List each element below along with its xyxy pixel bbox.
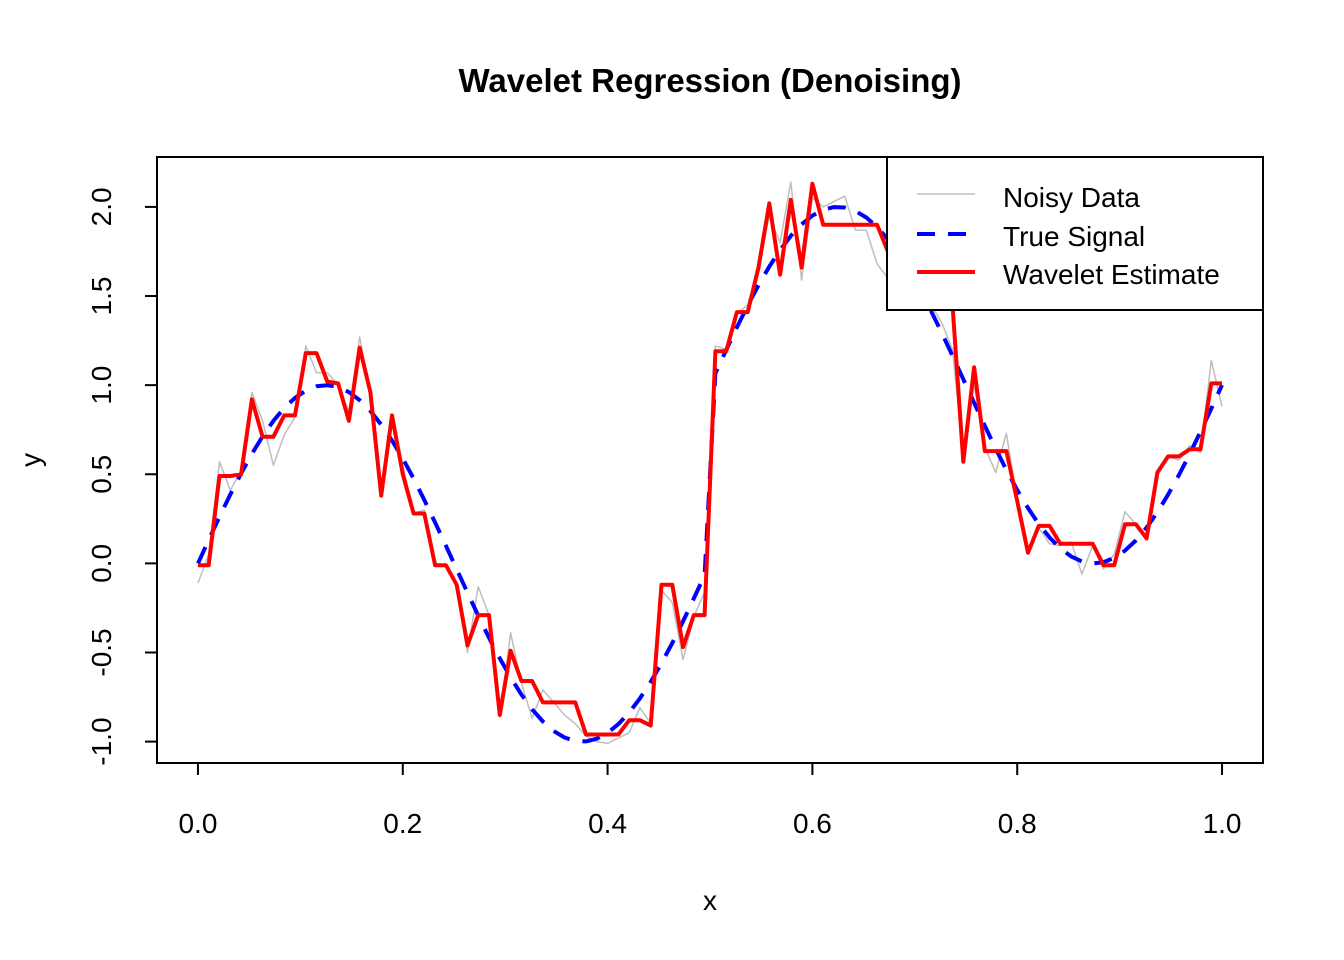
- x-tick-label: 0.2: [383, 808, 422, 839]
- legend-label-wavelet-estimate: Wavelet Estimate: [1003, 259, 1220, 290]
- y-tick-label: 1.0: [86, 366, 117, 405]
- y-tick-label: 2.0: [86, 187, 117, 226]
- x-tick-label: 0.8: [998, 808, 1037, 839]
- x-tick-label: 1.0: [1203, 808, 1242, 839]
- chart-title: Wavelet Regression (Denoising): [458, 62, 961, 99]
- y-tick-label: 1.5: [86, 277, 117, 316]
- x-tick-label: 0.0: [178, 808, 217, 839]
- x-axis-title: x: [703, 885, 717, 916]
- wavelet-estimate-line: [198, 181, 1222, 737]
- x-axis: 0.0 0.2 0.4 0.6 0.8 1.0: [178, 762, 1242, 839]
- y-tick-label: -1.0: [86, 717, 117, 765]
- legend: Noisy Data True Signal Wavelet Estimate: [886, 156, 1264, 311]
- legend-label-true-signal: True Signal: [1003, 221, 1145, 252]
- x-tick-label: 0.6: [793, 808, 832, 839]
- y-tick-label: -0.5: [86, 628, 117, 676]
- y-tick-label: 0.5: [86, 455, 117, 494]
- y-axis: -1.0 -0.5 0.0 0.5 1.0 1.5 2.0: [86, 187, 157, 766]
- x-tick-label: 0.4: [588, 808, 627, 839]
- legend-label-noisy-data: Noisy Data: [1003, 182, 1140, 213]
- y-tick-label: 0.0: [86, 544, 117, 583]
- y-axis-title: y: [15, 453, 46, 467]
- series-layer: [196, 181, 1224, 745]
